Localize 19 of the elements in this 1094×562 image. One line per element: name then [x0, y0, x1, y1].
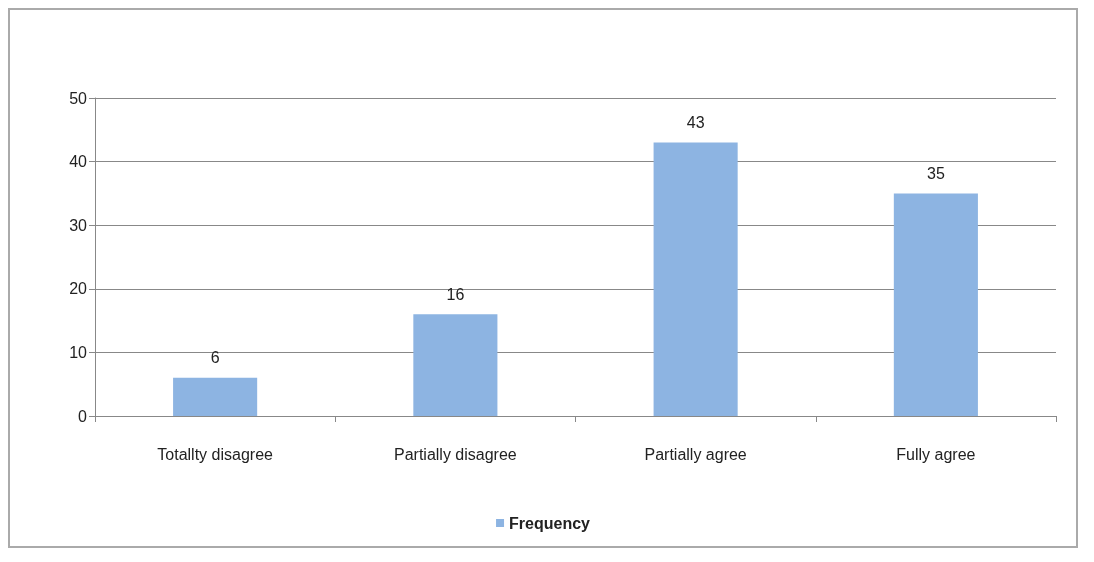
bar	[893, 193, 978, 416]
y-tick-label: 30	[69, 216, 88, 234]
x-tick-label: Fully agree	[896, 445, 976, 463]
y-tick-label: 40	[69, 153, 88, 171]
bar	[653, 142, 738, 416]
x-tick-label: Partially disagree	[394, 445, 517, 463]
data-label: 6	[210, 349, 220, 367]
data-label: 43	[686, 114, 705, 132]
x-tick-label: Partially agree	[644, 445, 747, 463]
x-tick-label: Totallty disagree	[157, 445, 274, 463]
bar	[173, 377, 258, 416]
data-label: 16	[446, 285, 465, 303]
bar	[413, 314, 498, 416]
data-label: 35	[926, 164, 945, 182]
y-tick-label: 0	[78, 407, 88, 425]
y-tick-label: 20	[69, 280, 88, 298]
y-tick-label: 10	[69, 343, 88, 361]
y-tick-label: 50	[69, 89, 88, 107]
legend-label: Frequency	[509, 514, 591, 532]
